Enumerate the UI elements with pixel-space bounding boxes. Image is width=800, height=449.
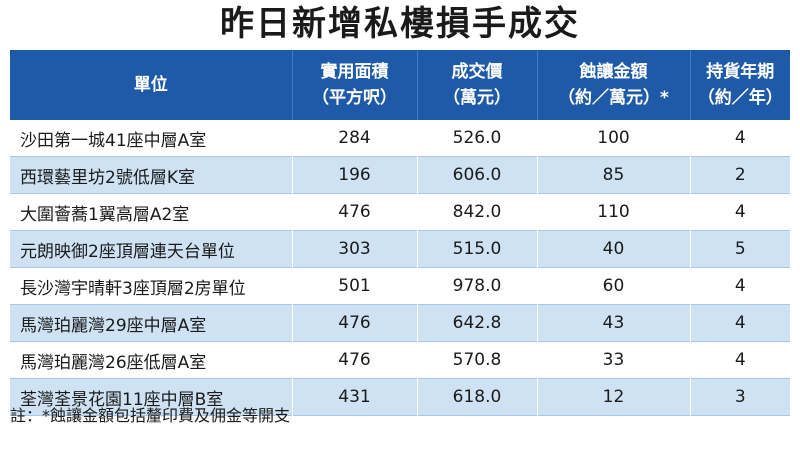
header-row: 單位 實用面積 （平方呎） 成交價 （萬元） 蝕讓金額 （約／萬元）* 持貨年期 （約／… [10, 50, 790, 120]
table-row: 馬灣珀麗灣29座中層A室 476 642.8 43 4 [10, 304, 790, 342]
cell-loss: 60 [537, 267, 691, 305]
table-row: 元朗映御2座頂層連天台單位 303 515.0 40 5 [10, 230, 790, 268]
cell-holding: 4 [734, 350, 746, 370]
cell-price: 842.0 [417, 193, 538, 231]
header-area: 實用面積 （平方呎） [292, 50, 418, 120]
cell-loss: 85 [537, 156, 691, 194]
cell-unit: 沙田第一城41座中層A室 [10, 120, 293, 157]
cell-price: 606.0 [417, 156, 538, 194]
cell-price: 978.0 [417, 267, 538, 305]
cell-holding: 5 [734, 239, 746, 259]
cell-unit: 長沙灣宇晴軒3座頂層2房單位 [10, 267, 293, 305]
cell-unit: 馬灣珀麗灣29座中層A室 [10, 304, 293, 342]
cell-loss: 100 [537, 120, 691, 157]
cell-area: 284 [292, 120, 418, 157]
cell-loss: 110 [537, 193, 691, 231]
cell-holding: 3 [734, 387, 746, 407]
table-row: 長沙灣宇晴軒3座頂層2房單位 501 978.0 60 4 [10, 267, 790, 305]
table-row: 馬灣珀麗灣26座低層A室 476 570.8 33 4 [10, 341, 790, 379]
cell-unit: 馬灣珀麗灣26座低層A室 [10, 341, 293, 379]
cell-area: 476 [292, 341, 418, 379]
cell-area: 476 [292, 304, 418, 342]
cell-unit: 大圍薈蕎1翼高層A2室 [10, 193, 293, 231]
cell-price: 642.8 [417, 304, 538, 342]
transactions-table: 單位 實用面積 （平方呎） 成交價 （萬元） 蝕讓金額 （約／萬元）* 持貨年期 （約／… [10, 50, 790, 416]
header-price: 成交價 （萬元） [417, 50, 538, 120]
header-holding: 持貨年期 （約／年） [697, 62, 783, 108]
cell-loss: 40 [537, 230, 691, 268]
cell-loss: 12 [537, 378, 691, 416]
table-row: 沙田第一城41座中層A室 284 526.0 100 4 [10, 120, 790, 157]
cell-area: 501 [292, 267, 418, 305]
cell-area: 303 [292, 230, 418, 268]
cell-price: 570.8 [417, 341, 538, 379]
cell-loss: 43 [537, 304, 691, 342]
table-row: 荃灣荃景花園11座中層B室 431 618.0 12 3 [10, 378, 790, 416]
cell-holding: 4 [734, 202, 746, 222]
header-loss: 蝕讓金額 （約／萬元）* [537, 50, 691, 120]
cell-holding: 4 [734, 128, 746, 148]
cell-unit: 荃灣荃景花園11座中層B室 [10, 378, 293, 416]
cell-holding: 2 [734, 165, 746, 185]
page-title: 昨日新增私樓損手成交 [220, 4, 580, 44]
cell-price: 618.0 [417, 378, 538, 416]
cell-price: 515.0 [417, 230, 538, 268]
cell-holding: 4 [734, 313, 746, 333]
table-row: 大圍薈蕎1翼高層A2室 476 842.0 110 4 [10, 193, 790, 231]
table-row: 西環藝里坊2號低層K室 196 606.0 85 2 [10, 156, 790, 194]
cell-area: 476 [292, 193, 418, 231]
cell-area: 196 [292, 156, 418, 194]
footnote: 註：*蝕讓金額包括釐印費及佣金等開支 [10, 406, 291, 425]
cell-unit: 西環藝里坊2號低層K室 [10, 156, 293, 194]
cell-area: 431 [292, 378, 418, 416]
cell-unit: 元朗映御2座頂層連天台單位 [10, 230, 293, 268]
cell-holding: 4 [734, 276, 746, 296]
cell-price: 526.0 [417, 120, 538, 157]
header-unit: 單位 [10, 50, 293, 120]
cell-loss: 33 [537, 341, 691, 379]
